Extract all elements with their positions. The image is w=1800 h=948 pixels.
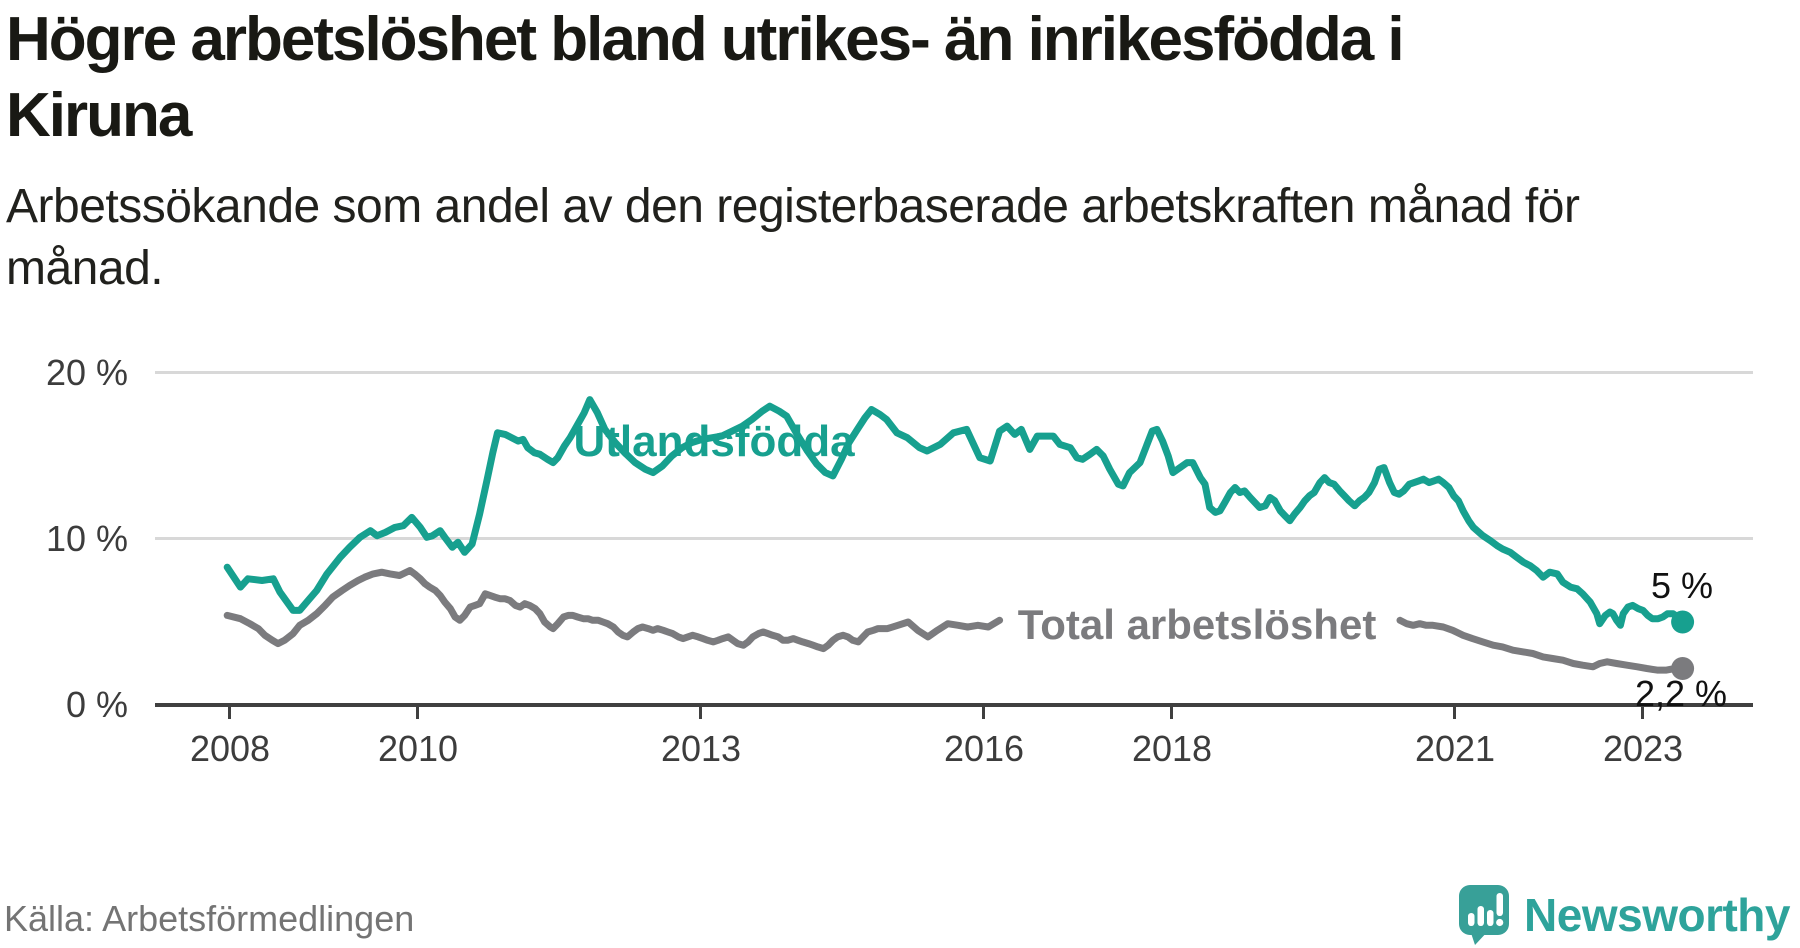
chart-title-line2: Kiruna <box>6 81 192 150</box>
gridline-20pct <box>155 371 1753 374</box>
source-credit: Källa: Arbetsförmedlingen <box>4 898 415 939</box>
x-tick-label-2016: 2016 <box>943 728 1025 769</box>
x-tick-2013 <box>699 705 702 719</box>
series-label-utlandsfodda: Utlandsfödda <box>573 417 855 466</box>
gridline-10pct <box>155 537 1753 540</box>
x-tick-2016 <box>982 705 985 719</box>
x-tick-label-2023: 2023 <box>1602 728 1684 769</box>
chart-subtitle-line1: Arbetssökande som andel av den registerb… <box>6 180 1580 233</box>
chart-subtitle-line2: månad. <box>6 242 164 295</box>
newsworthy-logo: Newsworthy <box>1458 884 1790 946</box>
x-tick-label-2008: 2008 <box>189 728 271 769</box>
x-tick-label-2018: 2018 <box>1131 728 1213 769</box>
end-value-label-total: 2,2 % <box>1634 673 1728 714</box>
newsworthy-wordmark: Newsworthy <box>1524 889 1790 941</box>
chart-subtitle: Arbetssökande som andel av den registerb… <box>6 176 1766 300</box>
series-label-total-arbetsloshet: Total arbetslöshet <box>1017 601 1377 648</box>
utlandsfodda-end-dot <box>1671 610 1695 634</box>
x-tick-2008 <box>228 705 231 719</box>
x-tick-2021 <box>1453 705 1456 719</box>
end-value-label-utlandsfodda: 5 % <box>1650 565 1714 606</box>
y-tick-label-20: 20 % <box>45 352 128 393</box>
x-tick-2018 <box>1170 705 1173 719</box>
chart-title: Högre arbetslöshet bland utrikes- än inr… <box>6 2 1766 154</box>
y-tick-label-10: 10 % <box>45 518 128 559</box>
x-tick-label-2010: 2010 <box>377 728 459 769</box>
x-tick-label-2021: 2021 <box>1414 728 1496 769</box>
x-tick-label-2013: 2013 <box>660 728 742 769</box>
bar-chart-speech-bubble-icon <box>1459 885 1510 945</box>
x-tick-2010 <box>416 705 419 719</box>
total-line <box>1396 616 1687 674</box>
y-tick-label-0: 0 % <box>65 684 128 725</box>
total-end-dot <box>1671 657 1695 680</box>
utlandsfodda-line <box>223 396 1687 629</box>
x-tick-2023 <box>1641 705 1644 719</box>
x-axis-line <box>155 703 1753 707</box>
chart-title-line1: Högre arbetslöshet bland utrikes- än inr… <box>6 5 1405 74</box>
total-line <box>223 567 1004 653</box>
